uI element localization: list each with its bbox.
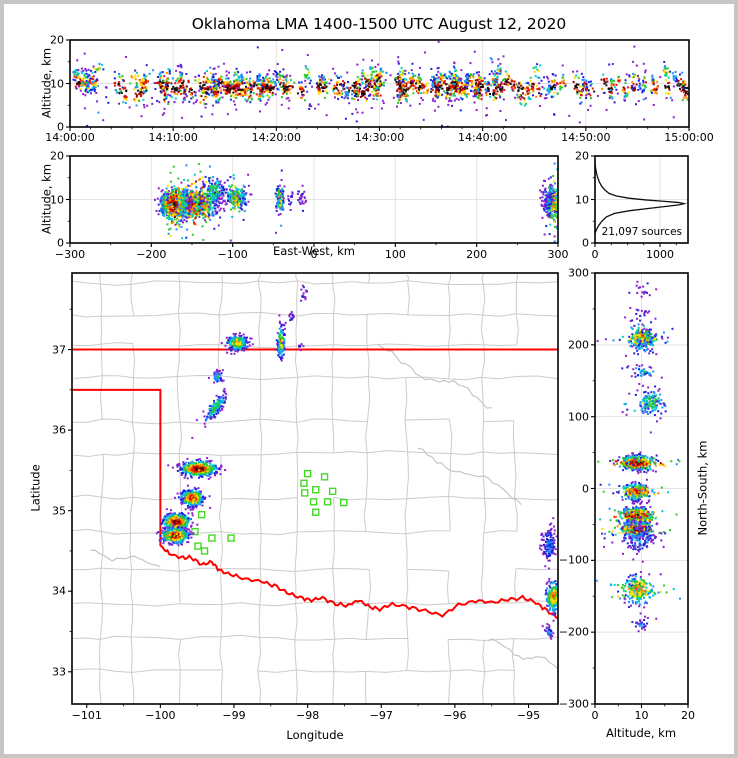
x-tick-label: 1000 xyxy=(646,248,675,261)
y-tick-label: 20 xyxy=(50,149,64,163)
x-tick-label: −300 xyxy=(54,248,86,261)
ew-panel-xlabel: East-West, km xyxy=(273,244,355,258)
y-tick-label: 0 xyxy=(582,482,589,495)
x-tick-label: −96 xyxy=(443,709,467,722)
x-tick-label: 14:30:00 xyxy=(354,131,405,144)
x-tick-label: 15:00:00 xyxy=(664,131,714,144)
x-tick-label: −100 xyxy=(145,709,176,722)
x-tick-label: 0 xyxy=(591,248,599,261)
y-tick-label: 10 xyxy=(575,193,589,206)
map-ylabel: Latitude xyxy=(28,464,43,512)
x-tick-label: 100 xyxy=(384,248,406,261)
x-tick-label: 200 xyxy=(466,248,488,261)
y-tick-label: −300 xyxy=(558,697,589,711)
y-tick-label: 200 xyxy=(568,338,589,352)
y-tick-label: 35 xyxy=(52,504,66,518)
y-tick-label: −100 xyxy=(558,553,589,567)
x-tick-label: −200 xyxy=(136,248,167,261)
y-tick-label: 34 xyxy=(52,584,66,598)
y-tick-label: 10 xyxy=(50,193,64,206)
ns-panel-ylabel: North-South, km xyxy=(695,440,710,536)
map-xlabel: Longitude xyxy=(286,728,344,742)
y-tick-label: 37 xyxy=(52,343,66,357)
x-tick-label: −98 xyxy=(296,709,320,722)
ns-panel-xlabel: Altitude, km xyxy=(605,726,677,740)
y-tick-label: 10 xyxy=(50,77,64,90)
x-tick-label: 14:10:00 xyxy=(148,131,198,144)
y-tick-label: 300 xyxy=(568,266,589,280)
x-tick-label: 14:40:00 xyxy=(457,131,508,144)
y-tick-label: 0 xyxy=(57,236,64,250)
y-tick-label: 0 xyxy=(57,120,64,134)
x-tick-label: 0 xyxy=(591,709,599,722)
y-tick-label: 100 xyxy=(568,410,589,424)
x-tick-label: 300 xyxy=(547,248,569,261)
x-tick-label: 14:00:00 xyxy=(45,131,95,144)
x-tick-label: −95 xyxy=(516,709,541,722)
x-tick-label: −100 xyxy=(217,248,248,261)
x-tick-label: 10 xyxy=(634,709,649,722)
x-tick-label: 14:20:00 xyxy=(251,131,302,144)
y-tick-label: 20 xyxy=(50,33,64,47)
x-tick-label: −97 xyxy=(369,709,393,722)
y-tick-label: 0 xyxy=(582,236,589,250)
y-tick-label: 36 xyxy=(52,423,66,437)
x-tick-label: −101 xyxy=(71,709,102,722)
x-tick-label: 0 xyxy=(310,248,318,261)
y-tick-label: 33 xyxy=(52,665,66,679)
x-tick-label: 20 xyxy=(681,709,695,722)
y-tick-label: 20 xyxy=(575,149,589,163)
figure-title: Oklahoma LMA 1400-1500 UTC August 12, 20… xyxy=(191,15,567,33)
y-tick-label: −200 xyxy=(558,625,589,639)
x-tick-label: −99 xyxy=(222,709,246,722)
x-tick-label: 14:50:00 xyxy=(561,131,611,144)
source-count-note: 21,097 sources xyxy=(601,226,682,238)
